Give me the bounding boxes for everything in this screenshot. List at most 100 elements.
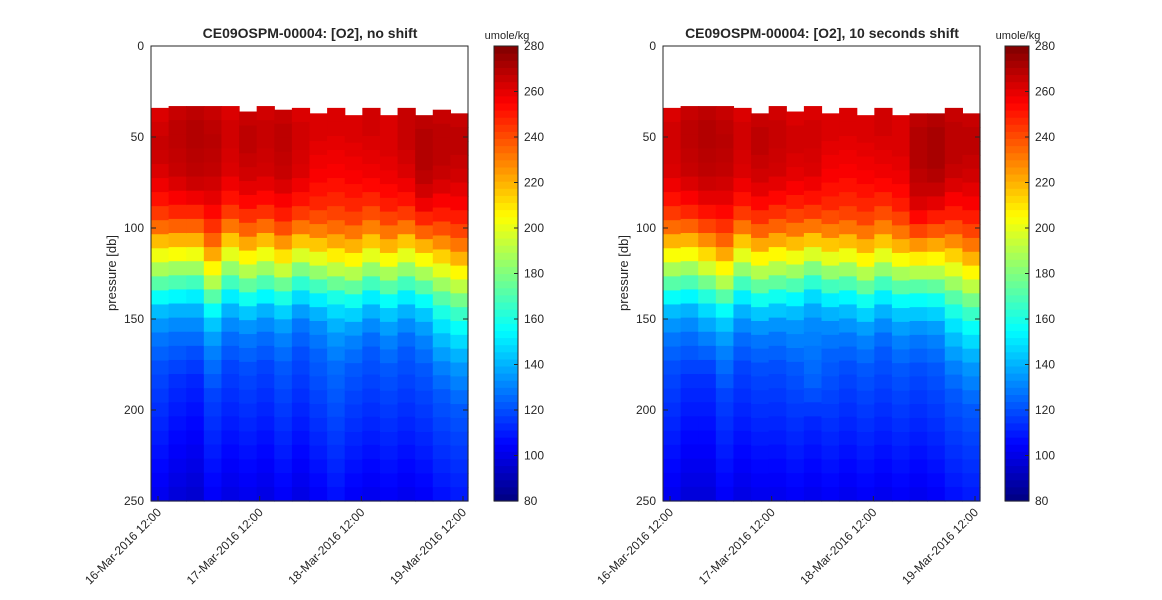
heatmap-cell	[151, 192, 170, 207]
heatmap-cell	[274, 263, 293, 278]
heatmap-cell	[309, 307, 328, 322]
heatmap-cell	[944, 486, 963, 502]
heatmap-cell	[944, 290, 963, 306]
heatmap-cell	[768, 218, 787, 234]
colorbar-segment	[494, 230, 518, 239]
heatmap-cell	[415, 404, 434, 419]
heatmap-cell	[344, 376, 363, 392]
heatmap-cell	[663, 318, 682, 334]
heatmap-cell	[891, 363, 911, 378]
heatmap-cell	[432, 375, 451, 390]
heatmap-cell	[203, 331, 223, 347]
heatmap-cell	[680, 303, 699, 319]
heatmap-cell	[751, 404, 770, 419]
heatmap-cell	[874, 416, 893, 432]
heatmap-cell	[786, 236, 805, 252]
heatmap-cell	[397, 164, 416, 179]
heatmap-cell	[327, 346, 346, 362]
heatmap-cell	[944, 430, 963, 446]
heatmap-cell	[151, 135, 170, 151]
colorbar-segment	[494, 365, 518, 374]
heatmap-cell	[256, 388, 275, 403]
heatmap-cell	[239, 473, 258, 488]
heatmap-cell	[663, 444, 682, 460]
heatmap-cell	[344, 156, 363, 171]
heatmap-cell	[909, 307, 928, 322]
heatmap-cell	[768, 402, 787, 417]
heatmap-cell	[203, 247, 223, 262]
heatmap-column	[203, 106, 223, 502]
heatmap-cell	[450, 154, 469, 170]
heatmap-cell	[151, 374, 170, 390]
heatmap-cell	[874, 262, 893, 277]
colorbar-segment	[1005, 444, 1029, 452]
heatmap-cell	[274, 193, 293, 209]
heatmap-cell	[733, 402, 752, 418]
heatmap-cell	[309, 237, 328, 253]
heatmap-cell	[856, 390, 875, 406]
heatmap-cell	[415, 487, 434, 502]
heatmap-cell	[274, 221, 293, 237]
heatmap-cell	[291, 135, 311, 151]
heatmap-cell	[663, 121, 682, 137]
heatmap-cell	[344, 211, 363, 226]
heatmap-cell	[256, 374, 275, 389]
heatmap-cell	[786, 334, 805, 349]
heatmap-cell	[274, 151, 293, 167]
heatmap-cell	[698, 388, 717, 403]
heatmap-cell	[221, 374, 240, 389]
heatmap-cell	[362, 290, 381, 306]
heatmap-cell	[291, 220, 311, 235]
heatmap-cell	[256, 331, 275, 347]
colorbar-segment	[1005, 373, 1029, 381]
heatmap-cell	[751, 459, 770, 474]
heatmap-cell	[715, 331, 735, 347]
heatmap-cell	[362, 458, 381, 474]
heatmap-cell	[751, 196, 770, 211]
heatmap-cell	[432, 263, 451, 278]
heatmap-cell	[291, 121, 311, 137]
colorbar-segment	[494, 102, 518, 111]
heatmap-cell	[663, 458, 682, 474]
heatmap-cell	[944, 248, 963, 263]
heatmap-cell	[698, 317, 717, 333]
heatmap-cell	[291, 318, 311, 334]
heatmap-cell	[256, 261, 275, 276]
heatmap-cell	[663, 135, 682, 151]
heatmap-cell	[415, 335, 434, 351]
heatmap-cell	[927, 210, 946, 225]
heatmap-cell	[909, 459, 928, 474]
heatmap-cell	[256, 106, 275, 121]
heatmap-cell	[927, 362, 946, 377]
heatmap-cell	[274, 445, 293, 460]
colorbar-segment	[494, 273, 518, 282]
heatmap-cell	[856, 142, 875, 158]
heatmap-cell	[432, 123, 451, 139]
heatmap-cell	[151, 346, 170, 362]
heatmap-cell	[768, 106, 787, 121]
heatmap-cell	[432, 151, 451, 167]
colorbar-tick-label: 100	[524, 449, 544, 463]
heatmap-cell	[786, 403, 805, 419]
heatmap-cell	[962, 459, 981, 474]
heatmap-cell	[856, 294, 875, 309]
y-tick-label: 200	[636, 403, 656, 417]
heatmap-cell	[186, 444, 205, 460]
heatmap-cell	[327, 121, 346, 137]
heatmap-cell	[168, 374, 187, 389]
heatmap-cell	[786, 181, 805, 196]
heatmap-cell	[663, 107, 682, 123]
colorbar-segment	[1005, 117, 1029, 125]
heatmap-cell	[944, 276, 963, 291]
heatmap-cell	[962, 113, 981, 128]
colorbar-tick-label: 220	[524, 176, 544, 190]
heatmap-cell	[186, 261, 205, 276]
heatmap-cell	[786, 153, 805, 168]
colorbar-tick-label: 280	[1035, 39, 1055, 53]
heatmap-cell	[821, 376, 840, 391]
heatmap-cell	[733, 486, 752, 502]
heatmap-cell	[698, 275, 717, 291]
colorbar-tick-label: 260	[1035, 85, 1055, 99]
heatmap-cell	[786, 417, 805, 433]
heatmap-cell	[415, 349, 434, 364]
